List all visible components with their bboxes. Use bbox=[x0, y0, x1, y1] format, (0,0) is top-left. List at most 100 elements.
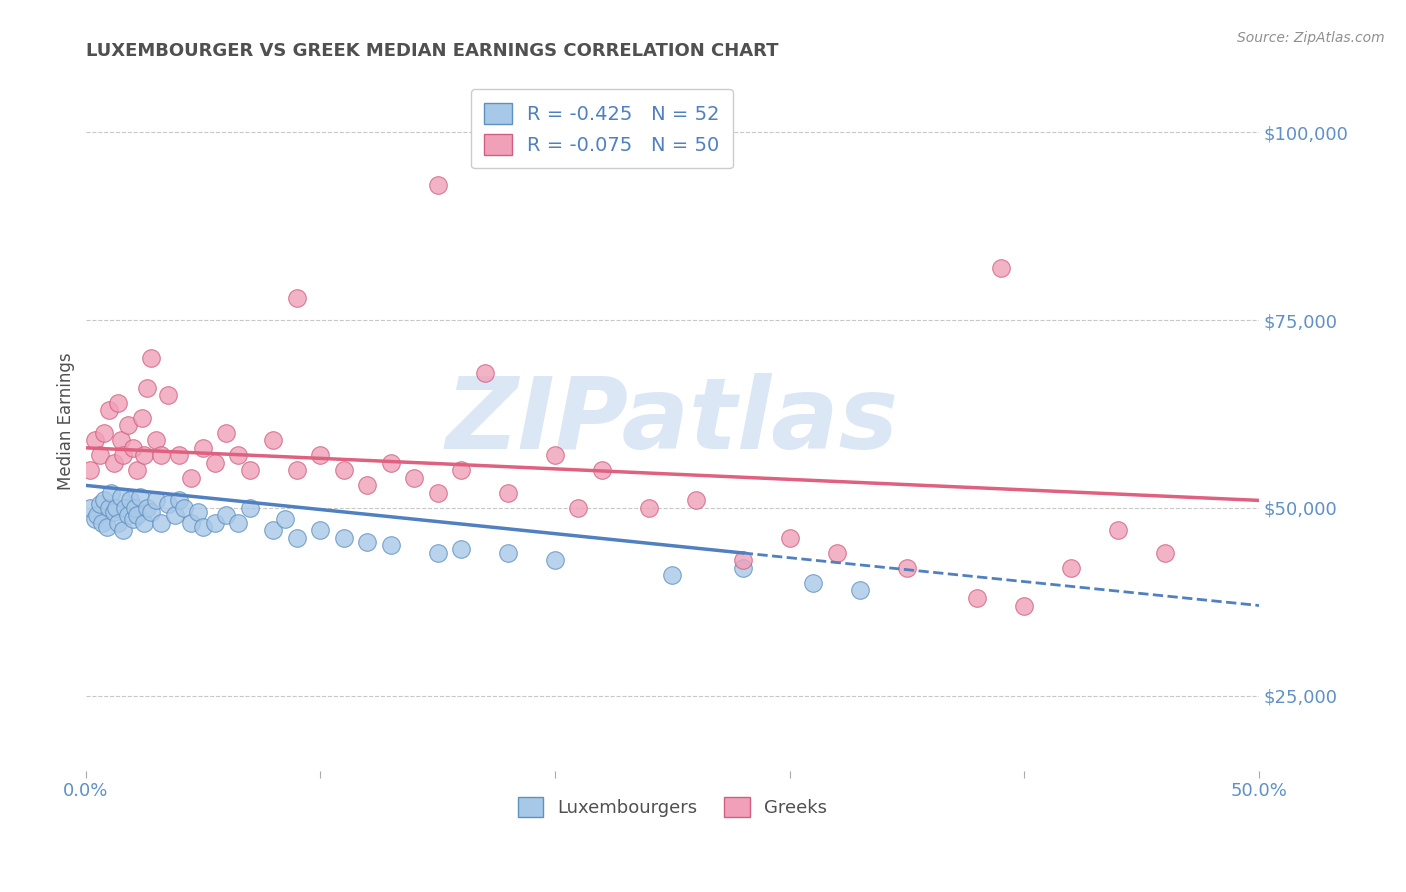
Point bbox=[107, 396, 129, 410]
Point bbox=[117, 508, 139, 523]
Point bbox=[356, 534, 378, 549]
Point bbox=[285, 463, 308, 477]
Point bbox=[134, 516, 156, 530]
Text: LUXEMBOURGER VS GREEK MEDIAN EARNINGS CORRELATION CHART: LUXEMBOURGER VS GREEK MEDIAN EARNINGS CO… bbox=[86, 42, 778, 60]
Point bbox=[163, 508, 186, 523]
Point bbox=[131, 410, 153, 425]
Point bbox=[731, 553, 754, 567]
Point bbox=[239, 463, 262, 477]
Point bbox=[450, 463, 472, 477]
Point bbox=[124, 500, 146, 515]
Point bbox=[426, 486, 449, 500]
Point bbox=[731, 561, 754, 575]
Point bbox=[332, 531, 354, 545]
Point bbox=[1014, 599, 1036, 613]
Point bbox=[966, 591, 988, 605]
Y-axis label: Median Earnings: Median Earnings bbox=[58, 352, 75, 491]
Point bbox=[156, 388, 179, 402]
Point bbox=[141, 351, 163, 365]
Point bbox=[356, 478, 378, 492]
Point bbox=[117, 418, 139, 433]
Point bbox=[801, 576, 824, 591]
Point bbox=[180, 471, 202, 485]
Point bbox=[96, 519, 118, 533]
Point bbox=[990, 260, 1012, 275]
Point bbox=[114, 500, 136, 515]
Point bbox=[567, 500, 589, 515]
Point bbox=[239, 500, 262, 515]
Point bbox=[226, 516, 249, 530]
Point bbox=[169, 448, 191, 462]
Point bbox=[187, 505, 209, 519]
Point bbox=[426, 546, 449, 560]
Point bbox=[215, 508, 238, 523]
Point bbox=[180, 516, 202, 530]
Point bbox=[145, 493, 167, 508]
Point bbox=[135, 500, 157, 515]
Text: ZIPatlas: ZIPatlas bbox=[446, 373, 898, 470]
Point bbox=[156, 497, 179, 511]
Point bbox=[685, 493, 707, 508]
Point bbox=[450, 542, 472, 557]
Point bbox=[84, 512, 107, 526]
Point bbox=[103, 505, 125, 519]
Point bbox=[661, 568, 683, 582]
Point bbox=[285, 291, 308, 305]
Point bbox=[204, 516, 226, 530]
Point bbox=[380, 456, 402, 470]
Point bbox=[145, 434, 167, 448]
Point bbox=[89, 497, 111, 511]
Point bbox=[544, 448, 567, 462]
Point bbox=[93, 425, 115, 440]
Point bbox=[591, 463, 613, 477]
Point bbox=[86, 508, 108, 523]
Point bbox=[84, 434, 107, 448]
Point bbox=[100, 486, 122, 500]
Point bbox=[79, 500, 101, 515]
Point bbox=[191, 441, 214, 455]
Point bbox=[638, 500, 661, 515]
Point bbox=[89, 448, 111, 462]
Point bbox=[134, 448, 156, 462]
Point bbox=[149, 516, 172, 530]
Point bbox=[1060, 561, 1083, 575]
Point bbox=[332, 463, 354, 477]
Point bbox=[79, 463, 101, 477]
Point bbox=[226, 448, 249, 462]
Point bbox=[112, 524, 135, 538]
Point bbox=[404, 471, 426, 485]
Point bbox=[103, 456, 125, 470]
Point bbox=[215, 425, 238, 440]
Point bbox=[779, 531, 801, 545]
Point bbox=[285, 531, 308, 545]
Point bbox=[262, 524, 284, 538]
Point bbox=[426, 178, 449, 192]
Point bbox=[274, 512, 297, 526]
Point bbox=[121, 441, 143, 455]
Point bbox=[98, 500, 121, 515]
Point bbox=[98, 403, 121, 417]
Point bbox=[191, 519, 214, 533]
Point bbox=[149, 448, 172, 462]
Point bbox=[262, 434, 284, 448]
Point bbox=[496, 546, 519, 560]
Point bbox=[141, 505, 163, 519]
Point bbox=[309, 448, 332, 462]
Point bbox=[1154, 546, 1177, 560]
Point bbox=[112, 448, 135, 462]
Point bbox=[110, 490, 132, 504]
Point bbox=[1107, 524, 1129, 538]
Point bbox=[93, 493, 115, 508]
Point bbox=[127, 508, 149, 523]
Point bbox=[135, 381, 157, 395]
Point bbox=[91, 516, 114, 530]
Point bbox=[849, 583, 872, 598]
Point bbox=[127, 463, 149, 477]
Point bbox=[128, 490, 150, 504]
Point bbox=[105, 500, 128, 515]
Text: Source: ZipAtlas.com: Source: ZipAtlas.com bbox=[1237, 31, 1385, 45]
Point bbox=[380, 538, 402, 552]
Point bbox=[121, 512, 143, 526]
Point bbox=[474, 366, 496, 380]
Point bbox=[204, 456, 226, 470]
